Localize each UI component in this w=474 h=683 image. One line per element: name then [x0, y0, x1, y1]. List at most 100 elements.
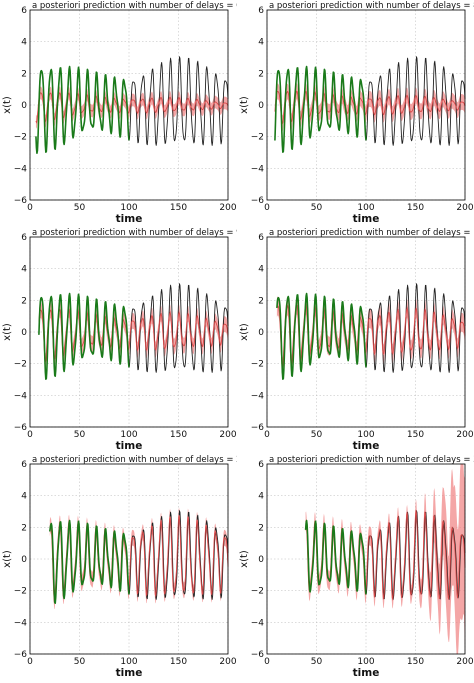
y-tick-label: 2 — [21, 296, 27, 306]
chart-title: a posteriori prediction with number of d… — [269, 455, 474, 465]
y-tick-label: 6 — [258, 460, 264, 470]
x-tick-label: 150 — [170, 430, 187, 440]
x-tick-label: 50 — [311, 657, 323, 667]
x-tick-label: 100 — [357, 203, 374, 213]
x-tick-label: 100 — [120, 203, 137, 213]
x-tick-label: 200 — [219, 430, 236, 440]
x-tick-label: 150 — [170, 657, 187, 667]
plot-frame — [266, 9, 466, 201]
chart-svg: 0 50 100 150 200 6 4 2 0 −2 −4 −6 a posteriori predi… — [2, 1, 237, 225]
observed-series-line — [49, 519, 130, 604]
x-tick-label: 50 — [311, 430, 323, 440]
y-tick-label: 2 — [258, 523, 264, 533]
chart-svg: 0 50 100 150 200 6 4 2 0 −2 −4 −6 a posteriori predi… — [2, 228, 237, 452]
x-axis-label: time — [353, 213, 380, 225]
chart-panel-1: 0 50 100 150 200 6 4 2 0 −2 −4 −6 a posteriori predi… — [0, 0, 237, 227]
chart-panel-6: 0 50 100 150 200 6 4 2 0 −2 −4 −6 a posteriori predi… — [237, 454, 474, 681]
x-tick-label: 150 — [170, 203, 187, 213]
x-tick-label: 100 — [357, 430, 374, 440]
observed-series-line — [274, 65, 367, 154]
y-tick-label: 6 — [258, 6, 264, 16]
x-tick-label: 200 — [456, 430, 473, 440]
chart-svg: 0 50 100 150 200 6 4 2 0 −2 −4 −6 a posteriori predi… — [2, 455, 237, 679]
y-tick-label: −2 — [251, 360, 264, 370]
observed-series-line — [35, 65, 130, 155]
x-axis-label: time — [353, 667, 380, 679]
y-tick-label: 4 — [258, 492, 264, 502]
x-tick-label: 200 — [456, 657, 473, 667]
x-tick-label: 0 — [264, 430, 270, 440]
x-tick-label: 50 — [74, 657, 86, 667]
y-tick-label: 4 — [21, 492, 27, 502]
chart-svg: 0 50 100 150 200 6 4 2 0 −2 −4 −6 a posteriori predi… — [239, 228, 474, 452]
x-tick-label: 50 — [74, 203, 86, 213]
x-tick-label: 50 — [311, 203, 323, 213]
plot-frame — [29, 9, 229, 201]
y-tick-label: 0 — [21, 101, 27, 111]
y-tick-label: −6 — [14, 423, 28, 433]
y-tick-label: −2 — [14, 360, 27, 370]
chart-title: a posteriori prediction with number of d… — [32, 455, 237, 465]
y-tick-label: −4 — [251, 391, 265, 401]
y-tick-label: 2 — [21, 69, 27, 79]
y-tick-label: 6 — [21, 6, 27, 16]
y-tick-label: 4 — [258, 38, 264, 48]
chart-panel-4: 0 50 100 150 200 6 4 2 0 −2 −4 −6 a posteriori predi… — [237, 227, 474, 454]
x-tick-label: 150 — [407, 430, 424, 440]
y-tick-label: −2 — [251, 133, 264, 143]
x-tick-label: 200 — [219, 657, 236, 667]
y-tick-label: 6 — [258, 233, 264, 243]
plot-frame — [266, 463, 466, 655]
x-tick-label: 150 — [407, 203, 424, 213]
plot-frame — [29, 463, 229, 655]
chart-panel-5: 0 50 100 150 200 6 4 2 0 −2 −4 −6 a posteriori predi… — [0, 454, 237, 681]
y-axis-label: x(t) — [239, 323, 250, 341]
y-tick-label: −2 — [14, 133, 27, 143]
y-tick-label: 0 — [258, 555, 264, 565]
observed-series-line — [276, 292, 367, 381]
y-axis-label: x(t) — [239, 96, 250, 114]
x-tick-label: 100 — [120, 430, 137, 440]
y-tick-label: −4 — [251, 618, 265, 628]
y-tick-label: 2 — [258, 69, 264, 79]
chart-title: a posteriori prediction with number of d… — [32, 228, 237, 238]
y-tick-label: −6 — [251, 423, 265, 433]
plot-frame — [29, 236, 229, 428]
x-tick-label: 0 — [264, 657, 270, 667]
y-axis-label: x(t) — [2, 96, 13, 114]
chart-svg: 0 50 100 150 200 6 4 2 0 −2 −4 −6 a posteriori predi… — [239, 455, 474, 679]
y-tick-label: −4 — [14, 164, 28, 174]
y-tick-label: 4 — [258, 265, 264, 275]
x-tick-label: 0 — [264, 203, 270, 213]
y-tick-label: 2 — [258, 296, 264, 306]
x-tick-label: 100 — [357, 657, 374, 667]
y-tick-label: −2 — [251, 587, 264, 597]
y-tick-label: 4 — [21, 265, 27, 275]
y-axis-label: x(t) — [239, 550, 250, 568]
observed-series-line — [304, 519, 367, 595]
y-axis-label: x(t) — [2, 323, 13, 341]
y-tick-label: −4 — [14, 391, 28, 401]
y-tick-label: 0 — [21, 328, 27, 338]
y-tick-label: −6 — [251, 196, 265, 206]
x-tick-label: 100 — [120, 657, 137, 667]
y-tick-label: 4 — [21, 38, 27, 48]
x-tick-label: 200 — [456, 203, 473, 213]
x-axis-label: time — [116, 667, 143, 679]
y-axis-label: x(t) — [2, 550, 13, 568]
y-tick-label: −2 — [14, 587, 27, 597]
y-tick-label: 6 — [21, 233, 27, 243]
x-axis-label: time — [353, 440, 380, 452]
chart-title: a posteriori prediction with number of d… — [32, 1, 237, 11]
chart-title: a posteriori prediction with number of d… — [269, 228, 474, 238]
chart-title: a posteriori prediction with number of d… — [269, 1, 474, 11]
y-tick-label: 6 — [21, 460, 27, 470]
x-tick-label: 0 — [27, 430, 33, 440]
chart-panel-3: 0 50 100 150 200 6 4 2 0 −2 −4 −6 a posteriori predi… — [0, 227, 237, 454]
y-tick-label: 0 — [258, 101, 264, 111]
x-tick-label: 0 — [27, 203, 33, 213]
prediction-band — [305, 464, 465, 654]
y-tick-label: −6 — [251, 650, 265, 660]
y-tick-label: −6 — [14, 196, 28, 206]
x-tick-label: 200 — [219, 203, 236, 213]
